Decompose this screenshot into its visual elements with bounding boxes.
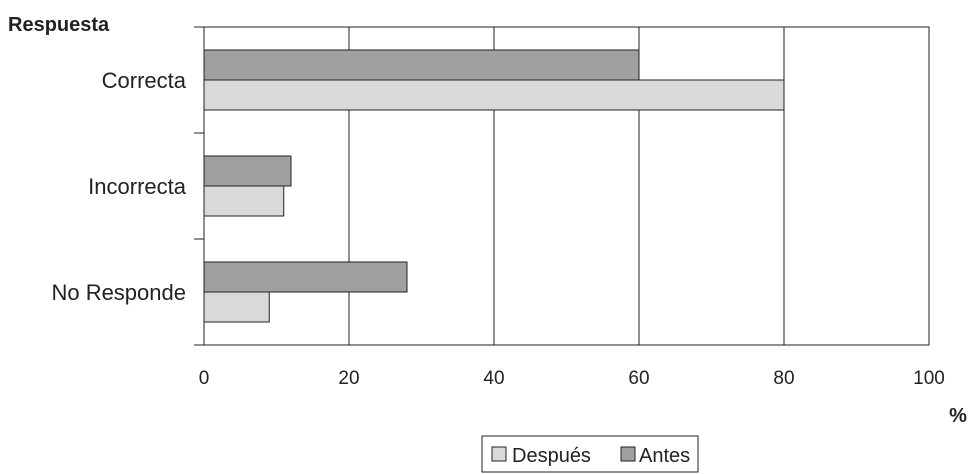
legend-swatch-después <box>491 446 507 462</box>
bars <box>203 49 785 323</box>
category-labels: Correcta Incorrecta No Responde <box>51 68 186 305</box>
x-tick-label: 60 <box>628 368 649 389</box>
legend-swatch-antes <box>620 446 636 462</box>
x-tick-label: 40 <box>483 368 504 389</box>
x-axis-title: % <box>949 405 967 427</box>
bar-después <box>203 291 270 323</box>
bar-antes <box>203 261 408 293</box>
y-axis <box>194 26 204 346</box>
category-label: No Responde <box>51 280 186 305</box>
bar-antes <box>203 49 640 81</box>
x-tick-label: 80 <box>773 368 794 389</box>
x-tick-label: 20 <box>338 368 359 389</box>
x-tick-labels: 0 20 40 60 80 100 <box>199 368 945 389</box>
legend-label: Después <box>512 445 591 467</box>
bar-antes <box>203 155 292 187</box>
legend-box <box>481 435 699 473</box>
category-label: Incorrecta <box>88 174 187 199</box>
bar-después <box>203 79 785 111</box>
legend: Después Antes <box>481 435 699 473</box>
x-tick-label: 0 <box>199 368 210 389</box>
legend-label: Antes <box>639 445 690 467</box>
bar-después <box>203 185 285 217</box>
y-axis-title: Respuesta <box>8 14 110 36</box>
x-tick-label: 100 <box>913 368 945 389</box>
category-label: Correcta <box>102 68 187 93</box>
